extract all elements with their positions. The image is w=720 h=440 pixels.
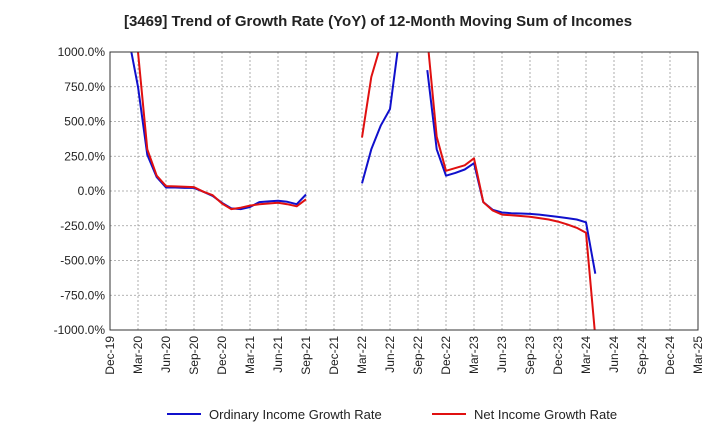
series-line-2 <box>427 52 596 330</box>
legend-label-1: Ordinary Income Growth Rate <box>209 407 382 422</box>
legend: Ordinary Income Growth Rate Net Income Gr… <box>167 407 617 422</box>
x-tick-label: Mar-20 <box>131 336 145 374</box>
y-tick-label: -500.0% <box>60 254 105 268</box>
x-tick-label: Dec-20 <box>215 336 229 375</box>
plot-frame <box>109 51 699 331</box>
x-tick-label: Jun-23 <box>495 336 509 373</box>
x-tick-label: Dec-21 <box>327 336 341 375</box>
series-line-2 <box>136 52 307 211</box>
x-tick-label: Sep-22 <box>411 336 425 375</box>
x-tick-label: Jun-22 <box>383 336 397 373</box>
x-tick-label: Sep-24 <box>635 336 649 375</box>
x-tick-label: Mar-25 <box>691 336 705 374</box>
x-tick-label: Mar-23 <box>467 336 481 374</box>
x-tick-label: Mar-21 <box>243 336 257 374</box>
series-lines <box>130 52 597 330</box>
x-tick-label: Sep-23 <box>523 336 537 375</box>
y-tick-label: -1000.0% <box>54 323 106 337</box>
x-tick-label: Dec-23 <box>551 336 565 375</box>
y-tick-label: 500.0% <box>64 115 105 129</box>
series-line-1 <box>426 69 597 274</box>
y-tick-label: 1000.0% <box>58 45 106 59</box>
x-tick-label: Jun-20 <box>159 336 173 373</box>
x-tick-label: Dec-19 <box>103 336 117 375</box>
x-tick-label: Jun-21 <box>271 336 285 373</box>
x-tick-label: Jun-24 <box>607 336 621 373</box>
gridlines <box>110 52 698 330</box>
x-axis-ticks: Dec-19 Mar-20 Jun-20 Sep-20 Dec-20 Mar-21 Jun-… <box>103 336 705 375</box>
y-tick-label: 0.0% <box>78 184 106 198</box>
legend-label-2: Net Income Growth Rate <box>474 407 617 422</box>
y-tick-label: 750.0% <box>64 80 105 94</box>
series-line-1 <box>361 52 399 184</box>
x-tick-label: Dec-24 <box>663 336 677 375</box>
x-tick-label: Dec-22 <box>439 336 453 375</box>
y-tick-label: 250.0% <box>64 149 105 163</box>
y-tick-label: -750.0% <box>60 288 105 302</box>
series-line-2 <box>361 52 380 138</box>
x-tick-label: Sep-21 <box>299 336 313 375</box>
x-tick-label: Sep-20 <box>187 336 201 375</box>
x-tick-label: Mar-22 <box>355 336 369 374</box>
y-tick-label: -250.0% <box>60 219 105 233</box>
series-line-1 <box>130 52 307 211</box>
y-axis-ticks: 1000.0% 750.0% 500.0% 250.0% 0.0% -250.0% -500… <box>54 45 106 337</box>
x-tick-label: Mar-24 <box>579 336 593 374</box>
chart-title: [3469] Trend of Growth Rate (YoY) of 12-… <box>124 13 632 30</box>
